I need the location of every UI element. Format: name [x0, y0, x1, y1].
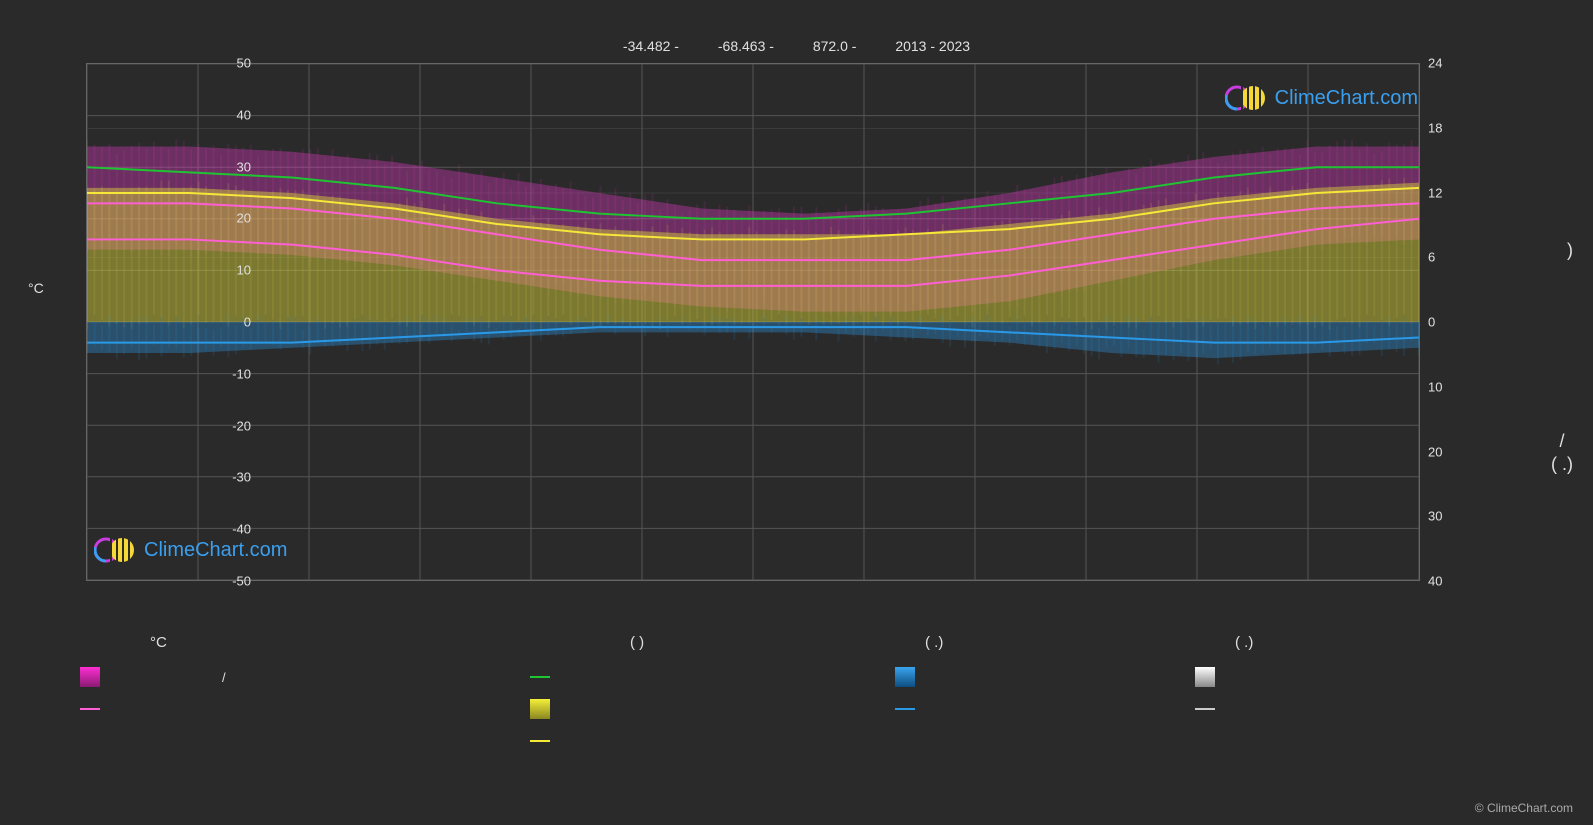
legend-swatch: [80, 708, 100, 710]
legend-col3-title: ( .): [895, 634, 943, 651]
y-right-tick-label: 40: [1428, 574, 1458, 589]
legend-col2: ( ): [530, 634, 644, 751]
y-left-tick-label: 10: [191, 263, 251, 278]
legend-col3: ( .): [895, 634, 943, 719]
header-info: -34.482 - -68.463 - 872.0 - 2013 - 2023: [0, 38, 1593, 54]
y-right-tick-label: 0: [1428, 315, 1458, 330]
y-right-tick-label: 18: [1428, 120, 1458, 135]
legend-col4-title: ( .): [1195, 634, 1253, 651]
chart-plot-area: [86, 63, 1420, 581]
legend-item: [530, 699, 644, 719]
header-years: 2013 - 2023: [895, 38, 970, 54]
legend-item: [1195, 699, 1253, 719]
y-left-tick-label: 0: [191, 315, 251, 330]
y-right-tick-label: 12: [1428, 185, 1458, 200]
y-left-axis-title: °C: [28, 280, 44, 296]
legend-item: [895, 699, 943, 719]
logo-text: ClimeChart.com: [144, 539, 287, 562]
legend-item: /: [80, 667, 226, 687]
logo-top: ClimeChart.com: [1225, 82, 1418, 114]
legend-item: [895, 667, 943, 687]
copyright-text: © ClimeChart.com: [1475, 801, 1573, 815]
logo-text: ClimeChart.com: [1275, 87, 1418, 110]
logo-bottom: ClimeChart.com: [94, 534, 287, 566]
y-left-tick-label: 20: [191, 211, 251, 226]
header-lon: -68.463 -: [718, 38, 774, 54]
legend-item: [80, 699, 226, 719]
logo-icon: [94, 534, 138, 566]
y-right-tick-label: 6: [1428, 250, 1458, 265]
legend-col1-title: °C: [80, 634, 226, 651]
legend-swatch: [530, 676, 550, 678]
y-left-tick-label: 50: [191, 56, 251, 71]
legend-swatch: [1195, 667, 1215, 687]
header-elev: 872.0 -: [813, 38, 857, 54]
y-left-tick-label: -30: [191, 470, 251, 485]
y-right-tick-label: 20: [1428, 444, 1458, 459]
header-lat: -34.482 -: [623, 38, 679, 54]
y-right-axis-title-mid: / ( .): [1551, 430, 1573, 477]
legend-item: [530, 667, 644, 687]
legend-col2-title: ( ): [530, 634, 644, 651]
legend-label: /: [112, 670, 226, 685]
y-left-tick-label: -40: [191, 522, 251, 537]
y-left-tick-label: 40: [191, 107, 251, 122]
logo-icon: [1225, 82, 1269, 114]
legend-item: [530, 731, 644, 751]
legend-swatch: [895, 708, 915, 710]
legend-swatch: [1195, 708, 1215, 710]
legend-swatch: [530, 699, 550, 719]
y-left-tick-label: -50: [191, 574, 251, 589]
y-left-tick-label: -10: [191, 366, 251, 381]
legend-swatch: [530, 740, 550, 742]
legend-col4: ( .): [1195, 634, 1253, 719]
y-right-axis-title-top: ): [1567, 240, 1573, 261]
legend-swatch: [80, 667, 100, 687]
y-right-tick-label: 24: [1428, 56, 1458, 71]
y-right-tick-label: 10: [1428, 379, 1458, 394]
legend-swatch: [895, 667, 915, 687]
y-right-tick-label: 30: [1428, 509, 1458, 524]
legend-col1: °C /: [80, 634, 226, 719]
legend-item: [1195, 667, 1253, 687]
y-left-tick-label: -20: [191, 418, 251, 433]
y-left-tick-label: 30: [191, 159, 251, 174]
